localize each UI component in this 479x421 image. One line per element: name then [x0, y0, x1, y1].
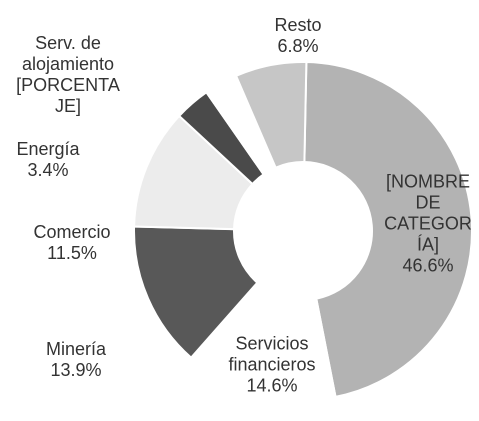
data-label: [NOMBRE DE CATEGORÍA] 46.6%	[382, 172, 474, 277]
category-label: Resto	[274, 15, 322, 35]
donut-slice	[133, 225, 259, 360]
category-label: Comercio	[33, 222, 111, 242]
category-label: Minería	[45, 339, 107, 359]
donut-slice	[189, 281, 337, 401]
category-label: Serv. de alojamiento	[21, 33, 115, 74]
category-label: [NOMBRE DE CATEGORÍA]	[384, 171, 472, 255]
value-label: [PORCENTAJE]	[16, 75, 120, 116]
data-label: Resto 6.8%	[248, 15, 348, 57]
donut-slice	[303, 61, 473, 399]
value-label: 13.9%	[50, 360, 102, 380]
data-label: Servicios financieros 14.6%	[216, 334, 328, 397]
value-label: 3.4%	[27, 160, 69, 180]
value-label: 6.8%	[277, 36, 319, 56]
category-label: Servicios financieros	[228, 333, 316, 375]
data-label: Minería 13.9%	[26, 339, 126, 381]
donut-slice	[234, 61, 308, 169]
value-label: 11.5%	[47, 243, 97, 263]
data-label: Serv. de alojamiento [PORCENTAJE]	[16, 33, 120, 117]
category-label: Energía	[16, 139, 80, 159]
data-label: Comercio 11.5%	[17, 222, 127, 264]
value-label: 14.6%	[246, 375, 298, 396]
data-label: Energía 3.4%	[3, 139, 93, 181]
value-label: 46.6%	[402, 255, 454, 276]
